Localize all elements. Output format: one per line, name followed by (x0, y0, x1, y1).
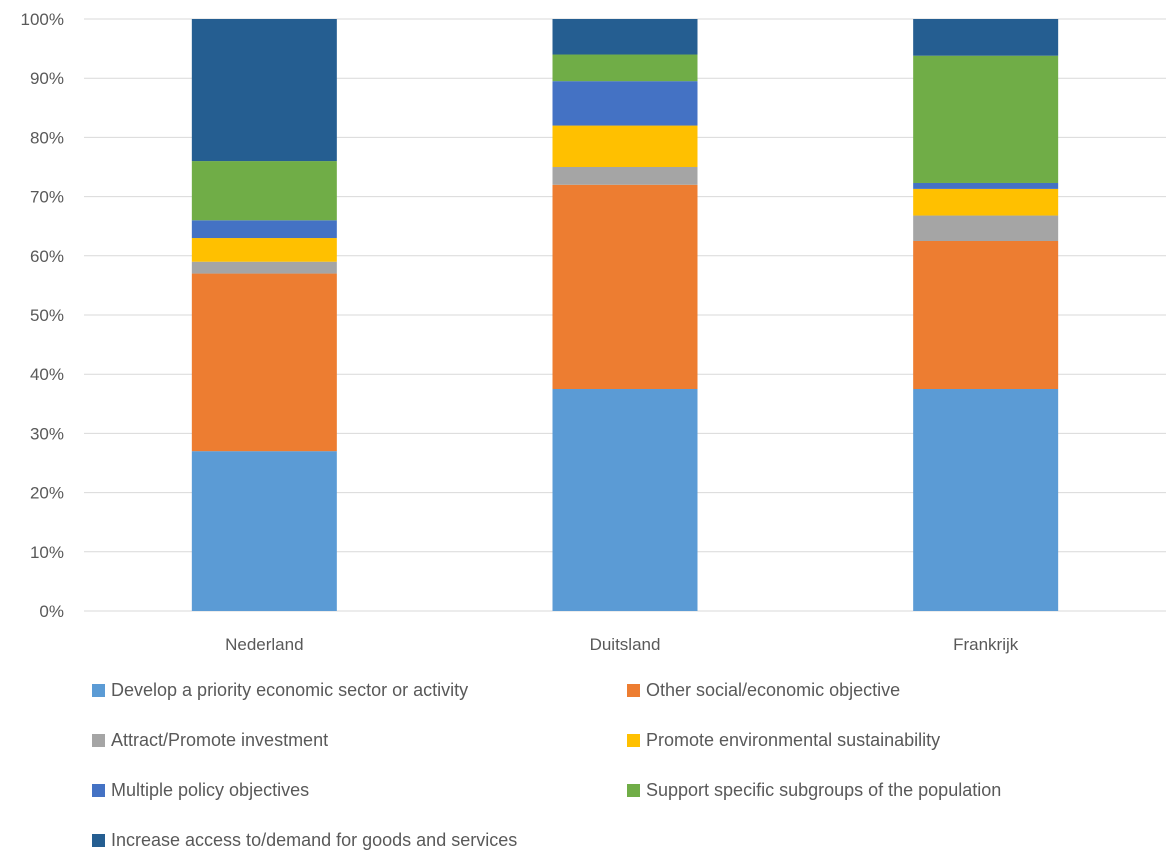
legend-label: Increase access to/demand for goods and … (111, 830, 518, 850)
bar-segment (552, 19, 698, 55)
legend-label: Multiple policy objectives (111, 780, 310, 800)
bar-segment (913, 389, 1059, 611)
bars (191, 19, 1059, 611)
bar-segment (552, 54, 698, 82)
bar-segment (913, 215, 1059, 241)
legend-swatch (92, 684, 105, 697)
stacked-bar-chart: 0% 10% 20% 30% 40% 50% 60% 70% 80% 90% 100% Nederl… (21, 10, 1166, 654)
bar-segment (552, 184, 698, 389)
legend-label: Other social/economic objective (646, 680, 901, 700)
y-tick-label: 0% (39, 602, 64, 621)
legend-item: Promote environmental sustainability (627, 730, 940, 751)
x-tick-label: Nederland (225, 635, 303, 654)
bar-segment (552, 125, 698, 167)
bar-segment (913, 55, 1059, 183)
legend-swatch (92, 784, 105, 797)
bar-segment (191, 238, 337, 262)
legend-item: Increase access to/demand for goods and … (92, 830, 517, 851)
bar-segment (552, 81, 698, 126)
y-tick-label: 100% (21, 10, 64, 29)
x-axis: Nederland Duitsland Frankrijk (225, 635, 1019, 654)
y-tick-label: 50% (30, 306, 64, 325)
y-tick-label: 30% (30, 424, 64, 443)
bar-segment (191, 220, 337, 239)
legend-label: Attract/Promote investment (111, 730, 329, 750)
legend-item: Support specific subgroups of the popula… (627, 780, 1001, 801)
legend-swatch (92, 834, 105, 847)
legend-swatch (92, 734, 105, 747)
legend-item: Develop a priority economic sector or ac… (92, 680, 468, 701)
y-tick-label: 70% (30, 188, 64, 207)
bar-segment (191, 451, 337, 611)
legend-swatch (627, 684, 640, 697)
bar-segment (552, 389, 698, 611)
y-tick-label: 80% (30, 128, 64, 147)
legend-item: Multiple policy objectives (92, 780, 309, 801)
bar-segment (191, 161, 337, 221)
legend-label: Support specific subgroups of the popula… (646, 780, 1002, 800)
y-tick-label: 10% (30, 543, 64, 562)
bar-segment (191, 261, 337, 274)
legend-swatch (627, 784, 640, 797)
y-axis: 0% 10% 20% 30% 40% 50% 60% 70% 80% 90% 100% (21, 10, 64, 621)
legend-item: Other social/economic objective (627, 680, 900, 701)
legend-swatch (627, 734, 640, 747)
bar-segment (191, 273, 337, 452)
y-tick-label: 40% (30, 365, 64, 384)
bar-segment (913, 241, 1059, 389)
bar-segment (913, 19, 1059, 56)
legend-label: Develop a priority economic sector or ac… (111, 680, 469, 700)
bar-segment (913, 182, 1059, 189)
y-tick-label: 90% (30, 69, 64, 88)
bar-segment (552, 167, 698, 185)
bar-segment (913, 188, 1059, 216)
bar-segment (191, 19, 337, 162)
legend-label: Promote environmental sustainability (646, 730, 941, 750)
y-tick-label: 60% (30, 247, 64, 266)
y-tick-label: 20% (30, 484, 64, 503)
legend-item: Attract/Promote investment (92, 730, 328, 751)
x-tick-label: Duitsland (590, 635, 661, 654)
x-tick-label: Frankrijk (953, 635, 1019, 654)
